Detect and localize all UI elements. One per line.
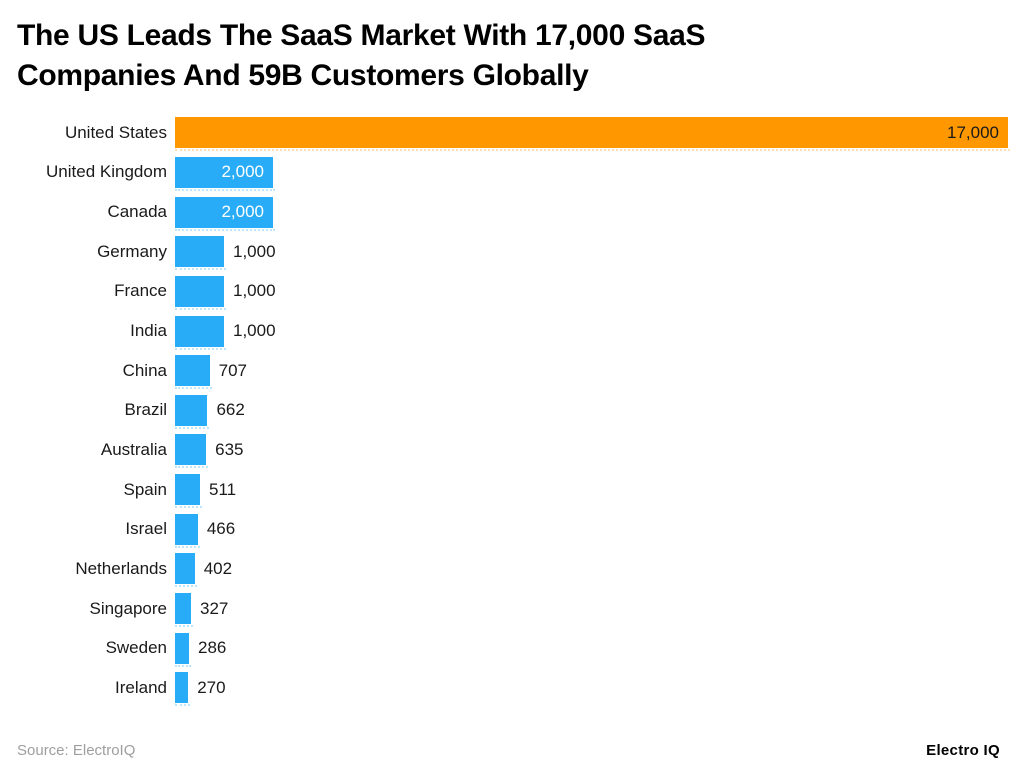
bar	[175, 593, 194, 627]
bar	[175, 315, 226, 350]
bar-track: 1,000	[175, 236, 1008, 271]
value-label-inside: 17,000	[947, 122, 999, 142]
chart-row: China 707	[17, 351, 1008, 391]
category-label: Sweden	[105, 638, 167, 658]
bar-track: 402	[175, 553, 1008, 588]
chart-row: Germany 1,000	[17, 232, 1008, 272]
bar	[175, 434, 209, 469]
chart-row: United States 17,000	[17, 113, 1010, 153]
bar: 2,000	[175, 156, 275, 191]
category-label: United States	[64, 122, 167, 142]
chart-row: Australia 635	[17, 430, 1008, 470]
chart-row: Singapore 327	[17, 589, 1008, 629]
bar-chart: United States 17,000 United Kingdom 2,00…	[17, 113, 1010, 708]
category-label: India	[130, 321, 167, 341]
bar	[175, 275, 226, 310]
bar-track: 466	[175, 513, 1008, 548]
category-label: Spain	[123, 479, 167, 499]
value-label-outside: 1,000	[233, 281, 276, 301]
category-label: United Kingdom	[46, 162, 167, 182]
category-label: Israel	[125, 519, 167, 539]
bar: 2,000	[175, 196, 275, 231]
bar	[175, 513, 200, 548]
chart-row: India 1,000	[17, 311, 1008, 351]
bar-track: 662	[175, 394, 1008, 429]
chart-row: Canada 2,000	[17, 192, 1008, 232]
chart-row: Spain 511	[17, 470, 1008, 510]
chart-title-line2: Companies And 59B Customers Globally	[17, 59, 589, 92]
chart-row: Brazil 662	[17, 390, 1008, 430]
value-label-inside: 2,000	[221, 202, 264, 222]
bar	[175, 632, 191, 667]
bar	[175, 672, 191, 707]
bar	[175, 236, 226, 271]
value-label-outside: 511	[209, 479, 237, 499]
bar	[175, 394, 210, 429]
value-label-outside: 1,000	[233, 321, 276, 341]
bar-track: 286	[175, 632, 1008, 667]
bar-track: 270	[175, 672, 1008, 707]
chart-row: Sweden 286	[17, 628, 1008, 668]
category-label: Netherlands	[75, 558, 167, 578]
bar-track: 1,000	[175, 275, 1008, 310]
value-label-outside: 707	[218, 360, 248, 380]
chart-row: Israel 466	[17, 509, 1008, 549]
bar	[175, 474, 203, 509]
category-label: France	[114, 281, 167, 301]
category-label: Brazil	[124, 400, 167, 420]
category-label: Australia	[100, 439, 167, 459]
bar-track: 635	[175, 434, 1008, 469]
value-label-outside: 635	[215, 439, 244, 459]
category-label: China	[122, 360, 167, 380]
chart-row: Ireland 270	[17, 668, 1008, 708]
category-label: Canada	[107, 202, 167, 222]
bar-track: 707	[175, 355, 1008, 390]
bar-track: 327	[175, 593, 1008, 627]
footer: Source: ElectroIQ Electro IQ	[17, 738, 1000, 762]
chart-row: United Kingdom 2,000	[17, 153, 1008, 193]
brand-wordmark: Electro IQ	[926, 741, 1000, 759]
bar-track: 2,000	[175, 196, 1008, 231]
category-label: Ireland	[115, 677, 167, 697]
category-label: Singapore	[89, 598, 167, 618]
chart-row: Netherlands 402	[17, 549, 1008, 589]
bar-track: 17,000	[175, 117, 1010, 152]
bar-track: 1,000	[175, 315, 1008, 350]
bar	[175, 553, 197, 588]
bar: 17,000	[175, 117, 1010, 152]
chart-title-line1: The US Leads The SaaS Market With 17,000…	[17, 19, 706, 52]
bar-track: 511	[175, 474, 1008, 509]
value-label-outside: 286	[198, 638, 227, 658]
chart-row: France 1,000	[17, 272, 1008, 312]
bar-track: 2,000	[175, 156, 1008, 191]
value-label-outside: 1,000	[233, 241, 276, 261]
value-label-outside: 327	[200, 598, 229, 618]
category-label: Germany	[97, 241, 167, 261]
value-label-outside: 270	[197, 677, 226, 697]
value-label-outside: 402	[203, 558, 233, 578]
value-label-inside: 2,000	[221, 162, 264, 182]
source-text: Source: ElectroIQ	[17, 741, 136, 759]
chart-title: The US Leads The SaaS Market With 17,000…	[17, 16, 705, 96]
value-label-outside: 466	[206, 519, 236, 539]
value-label-outside: 662	[216, 400, 245, 420]
bar	[175, 355, 212, 390]
